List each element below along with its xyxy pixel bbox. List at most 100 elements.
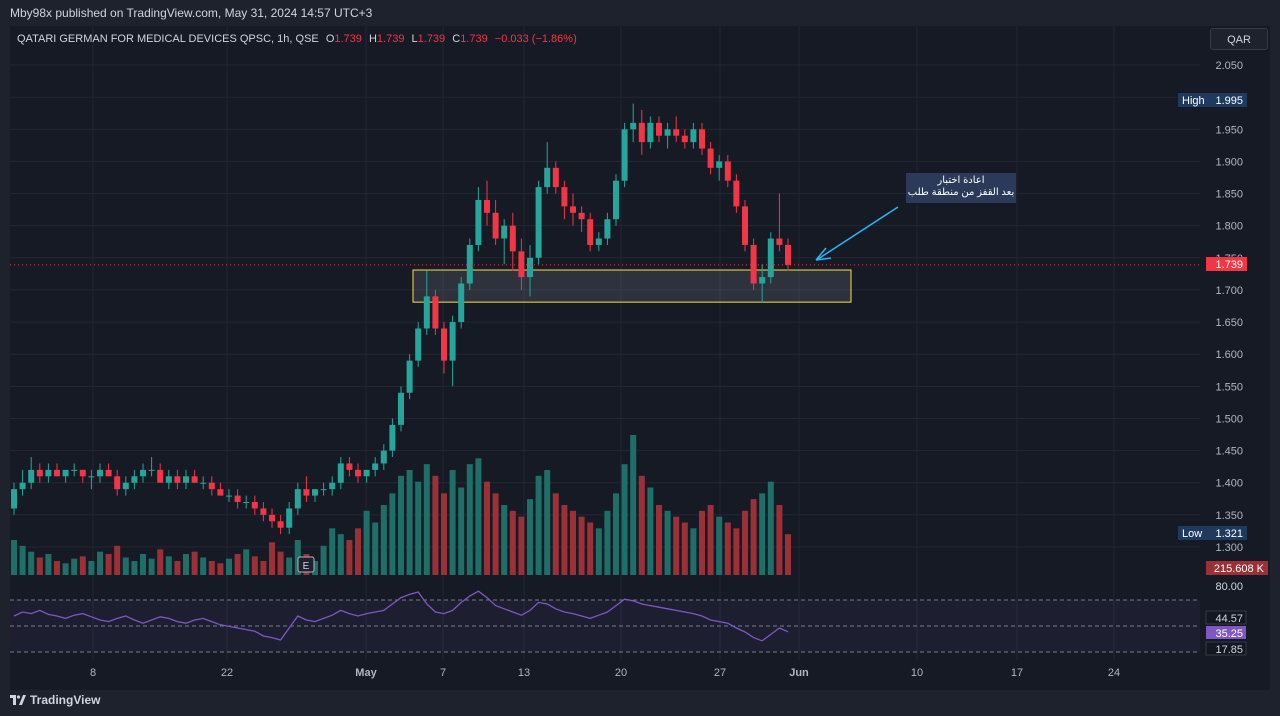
- candle-body: [561, 187, 568, 207]
- volume-bar: [380, 505, 387, 575]
- time-tick-label: 8: [90, 667, 96, 679]
- candle-body: [19, 482, 26, 490]
- price-tick-label: 1.700: [1215, 285, 1243, 297]
- volume-bar: [148, 558, 155, 575]
- time-tick-label: 13: [518, 667, 530, 679]
- low-badge: Low 1.321: [1178, 526, 1247, 540]
- candle-body: [415, 328, 422, 361]
- price-tick-label: 1.900: [1215, 156, 1243, 168]
- price-axis: 2.0502.0001.9501.9001.8501.8001.7501.700…: [1215, 60, 1243, 554]
- rsi-line: [13, 590, 789, 642]
- time-tick-label: 10: [911, 667, 923, 679]
- price-tick-label: 1.450: [1215, 446, 1243, 458]
- volume-bar: [329, 528, 336, 575]
- volume-bar: [733, 528, 740, 575]
- low-badge-bg: [1178, 526, 1247, 540]
- candle-body: [54, 469, 60, 477]
- volume-bar: [45, 554, 52, 575]
- rsi-level-label: 35.25: [1215, 628, 1243, 640]
- volume-bar: [587, 522, 594, 575]
- price-tick-label: 1.500: [1215, 413, 1243, 425]
- earnings-marker: E: [297, 556, 315, 573]
- candle-body: [776, 238, 783, 245]
- volume-bar: [234, 554, 241, 575]
- volume-bar: [638, 475, 645, 575]
- time-tick-label: 27: [714, 667, 726, 679]
- volume-bar: [656, 505, 662, 575]
- volume-bar: [97, 551, 103, 575]
- candle-body: [785, 244, 791, 265]
- price-tick-label: 1.650: [1215, 317, 1243, 329]
- candle-body: [681, 135, 688, 143]
- candle-body: [36, 469, 43, 477]
- earnings-marker-box: [297, 556, 315, 573]
- volume-bar: [699, 510, 705, 575]
- candle-body: [527, 257, 533, 278]
- candle-body: [656, 122, 662, 136]
- rsi-value-badge: [1206, 626, 1246, 639]
- candle-body: [140, 469, 146, 477]
- candle-body: [742, 206, 748, 245]
- candle-body: [157, 469, 164, 483]
- candle-body: [226, 495, 232, 497]
- candle-body: [11, 489, 17, 509]
- candle-body: [71, 469, 78, 471]
- candle-body: [673, 129, 680, 136]
- candle-body: [389, 424, 396, 451]
- volume-bar: [286, 557, 293, 575]
- volume-bar: [71, 558, 78, 575]
- volume-bar: [183, 554, 189, 575]
- candle-body: [208, 482, 215, 490]
- candle-body: [303, 489, 310, 496]
- volume-bar: [535, 475, 542, 575]
- candle-body: [329, 482, 336, 490]
- volume-bar: [226, 558, 232, 575]
- annotation-note[interactable]: اعادة اختبار بعد القفز من منطقة طلب: [906, 173, 1016, 203]
- volume-bar: [785, 534, 791, 575]
- volume-bar: [62, 563, 69, 575]
- candle-body: [105, 469, 112, 477]
- high-badge-label: High: [1182, 95, 1205, 107]
- volume-bar: [492, 493, 499, 575]
- demand-zone: [412, 269, 852, 303]
- volume-bar: [527, 499, 533, 575]
- symbol-name: QATARI GERMAN FOR MEDICAL DEVICES QPSC, …: [17, 33, 319, 45]
- low-badge-value: 1.321: [1215, 528, 1243, 540]
- open-label: O: [325, 33, 335, 45]
- volume-bar: [664, 510, 671, 575]
- price-tick-label: 1.550: [1215, 381, 1243, 393]
- candle-body: [475, 199, 482, 245]
- volume-bar: [776, 505, 783, 575]
- volume-bar: [200, 557, 207, 575]
- volume-bar: [552, 493, 559, 575]
- candle-body: [79, 469, 86, 477]
- volume-bar: [716, 516, 723, 575]
- candle-body: [724, 161, 731, 181]
- volume-bar: [707, 505, 714, 575]
- volume-bar: [767, 481, 774, 575]
- annotation-line-2: بعد القفز من منطقة طلب: [907, 187, 1015, 198]
- candle-body: [45, 469, 52, 477]
- close-label: C: [452, 33, 461, 45]
- volume-bar: [466, 464, 473, 575]
- candle-body: [277, 521, 284, 528]
- volume-bar: [337, 534, 344, 575]
- candle-body: [165, 476, 172, 483]
- tradingview-logo[interactable]: TradingView: [10, 693, 100, 707]
- volume-bar: [251, 556, 258, 575]
- candle-body: [759, 277, 766, 284]
- last-price-badge-value: 1.739: [1215, 259, 1243, 271]
- candle-body: [286, 508, 293, 528]
- volume-bar: [415, 481, 422, 575]
- volume-bar: [759, 493, 766, 575]
- currency-button[interactable]: QAR: [1210, 28, 1268, 50]
- volume-bar: [509, 510, 516, 575]
- candle-body: [355, 469, 361, 477]
- volume-bar: [208, 561, 215, 575]
- candle-body: [733, 180, 740, 207]
- volume-bar: [423, 464, 430, 575]
- volume-bar: [630, 435, 637, 575]
- price-tick-label: 1.850: [1215, 189, 1243, 201]
- tradingview-brand: TradingView: [30, 693, 101, 707]
